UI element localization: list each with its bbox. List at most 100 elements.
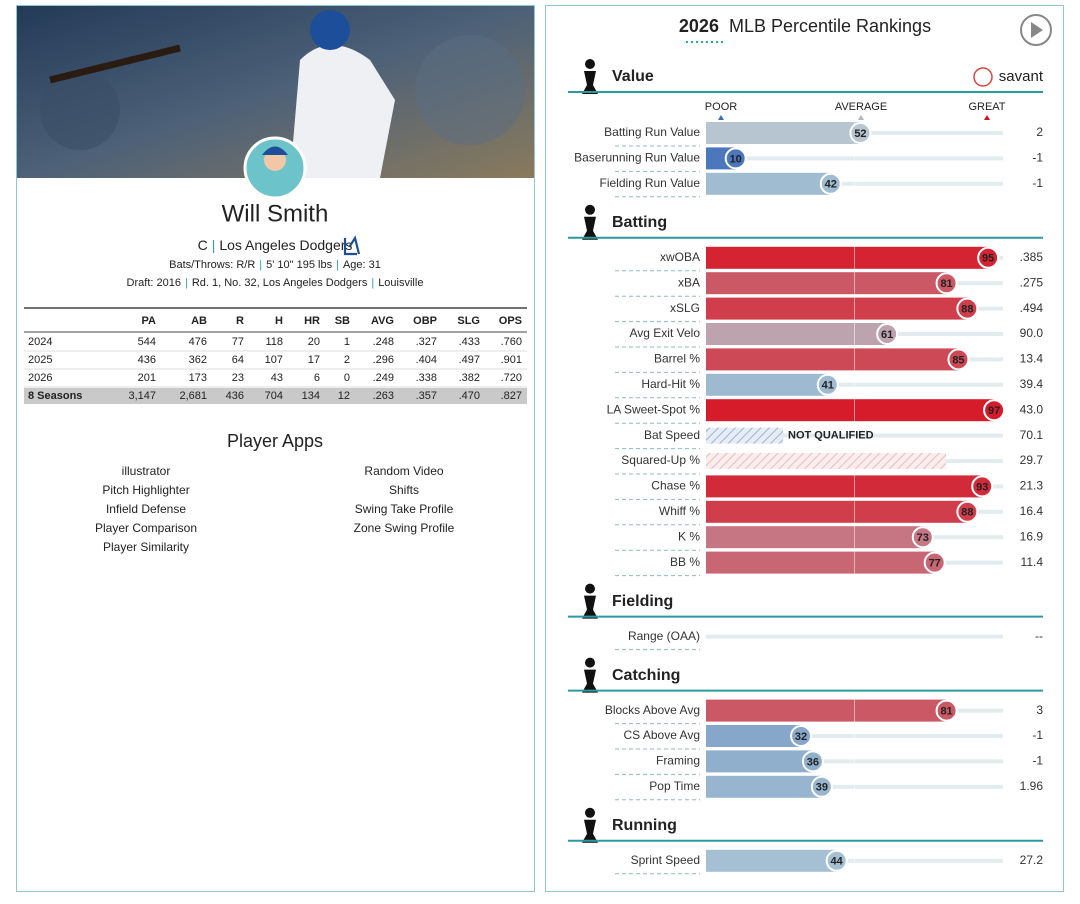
cell: .470: [459, 390, 480, 402]
apps-list: illustrator Pitch Highlighter Infield Defe…: [95, 464, 455, 554]
metric-name: LA Sweet-Spot %: [607, 402, 701, 416]
metric-row: Hard-Hit % 41 39.4: [615, 373, 1044, 399]
source-logo: [973, 67, 993, 87]
metric-row: Range (OAA) --: [615, 629, 1043, 651]
metric-row: LA Sweet-Spot % 97 43.0: [607, 399, 1044, 424]
app-link[interactable]: Swing Take Profile: [355, 502, 454, 516]
cell: 201: [138, 372, 156, 384]
metric-value: -1: [1032, 728, 1043, 742]
cell: 77: [232, 336, 244, 348]
cell: 173: [189, 372, 207, 384]
bar-track: [706, 634, 1003, 639]
metric-name: Whiff %: [659, 504, 700, 518]
cell: 118: [265, 336, 283, 348]
cell: 12: [338, 390, 350, 402]
draft-line: Draft: 2016 | Rd. 1, No. 32, Los Angeles D…: [127, 277, 424, 289]
column-header: SLG: [457, 315, 480, 327]
bio-line-part: Bats/Throws: R/R: [169, 259, 255, 271]
metric-row: Avg Exit Velo 61 90.0: [615, 323, 1043, 348]
cell: .433: [459, 336, 480, 348]
cell: 20: [308, 336, 320, 348]
section: Catching Blocks Above Avg 81 3 CS Above Avg 3…: [568, 657, 1044, 801]
percentile-label: 93: [976, 481, 988, 493]
play-button[interactable]: [1020, 14, 1052, 46]
app-link[interactable]: Infield Defense: [106, 502, 186, 516]
section: Running Sprint Speed 44 27.2: [568, 807, 1044, 875]
section: Fielding Range (OAA) --: [568, 583, 1043, 651]
metric-value: 43.0: [1020, 402, 1044, 416]
percentile-label: 95: [982, 253, 994, 265]
percentile-label: 85: [952, 354, 964, 366]
rankings: Value savant POOR AVERAGE GREAT Batting Run V…: [568, 59, 1044, 875]
team-line-part: C: [198, 237, 208, 253]
metric-name: Hard-Hit %: [641, 377, 700, 391]
percentile-label: 61: [881, 329, 893, 341]
metric-row: Squared-Up % 29.7: [615, 453, 1043, 475]
metric-value: --: [1035, 629, 1043, 643]
section-icon: [585, 657, 595, 668]
app-link[interactable]: illustrator: [122, 464, 171, 478]
app-link[interactable]: Player Comparison: [95, 521, 197, 535]
column-header: OBP: [413, 315, 437, 327]
separator: |: [212, 237, 216, 253]
metric-value: 39.4: [1020, 377, 1044, 391]
cell: 64: [232, 354, 244, 366]
metric-value: 70.1: [1020, 428, 1044, 442]
percentile-circle: [876, 323, 899, 345]
percentile-circle: [825, 849, 848, 872]
section-icon: [582, 595, 598, 619]
player-name: Will Smith: [222, 200, 329, 227]
metric-value: 11.4: [1021, 555, 1044, 569]
metric-row: Baserunning Run Value 10 -1: [574, 147, 1043, 172]
percentile-bar: [706, 297, 968, 320]
app-link[interactable]: Player Similarity: [103, 540, 189, 554]
metric-row: Pop Time 39 1.96: [615, 775, 1044, 801]
app-link[interactable]: Zone Swing Profile: [354, 521, 455, 535]
metric-row: Bat Speed NOT QUALIFIED 70.1: [615, 427, 1044, 450]
percentile-label: 41: [822, 380, 834, 392]
cell: .296: [373, 354, 394, 366]
metric-row: BB % 77 11.4: [615, 551, 1044, 577]
photo-figure: [40, 10, 525, 178]
percentile-label: 52: [854, 128, 866, 140]
app-link[interactable]: Random Video: [364, 464, 443, 478]
app-link[interactable]: Shifts: [389, 483, 419, 497]
metric-value: 2: [1036, 125, 1043, 139]
metric-name: Bat Speed: [644, 428, 700, 442]
team-logo: [343, 235, 361, 256]
metric-name: K %: [678, 529, 700, 543]
percentile-circle: [947, 348, 970, 371]
bio-line-part: 5' 10" 195 lbs: [266, 259, 332, 271]
percentile-bar: [706, 475, 983, 498]
percentile-bar: [706, 399, 995, 422]
percentile-circle: [801, 750, 824, 773]
percentile-label: 88: [961, 304, 973, 316]
percentile-bar: [706, 323, 888, 345]
cell: 704: [265, 390, 283, 402]
metric-value: 27.2: [1020, 853, 1044, 867]
metric-name: xwOBA: [660, 250, 700, 264]
cell: .327: [416, 336, 437, 348]
percentile-label: 81: [940, 278, 952, 290]
metric-row: Sprint Speed 44 27.2: [615, 849, 1044, 875]
percentile-bar: [706, 500, 968, 523]
percentile-label: 32: [795, 731, 807, 743]
cell: 2: [344, 354, 350, 366]
percentile-circle: [983, 399, 1006, 422]
metric-value: 13.4: [1020, 352, 1044, 366]
cell: 544: [138, 336, 156, 348]
row-label: 2024: [28, 336, 52, 348]
app-link[interactable]: Pitch Highlighter: [102, 483, 189, 497]
metric-row: CS Above Avg 32 -1: [615, 725, 1043, 750]
metric-value: .275: [1020, 275, 1044, 289]
metric-value: 1.96: [1020, 779, 1044, 793]
cell: 2,681: [179, 390, 207, 402]
cell: .760: [501, 336, 522, 348]
metric-value: -1: [1032, 754, 1043, 768]
legend-label: POOR: [705, 101, 737, 113]
section-icon: [582, 71, 598, 94]
row-label: 8 Seasons: [28, 390, 82, 402]
cell: .338: [416, 372, 437, 384]
metric-value: 21.3: [1020, 479, 1044, 493]
